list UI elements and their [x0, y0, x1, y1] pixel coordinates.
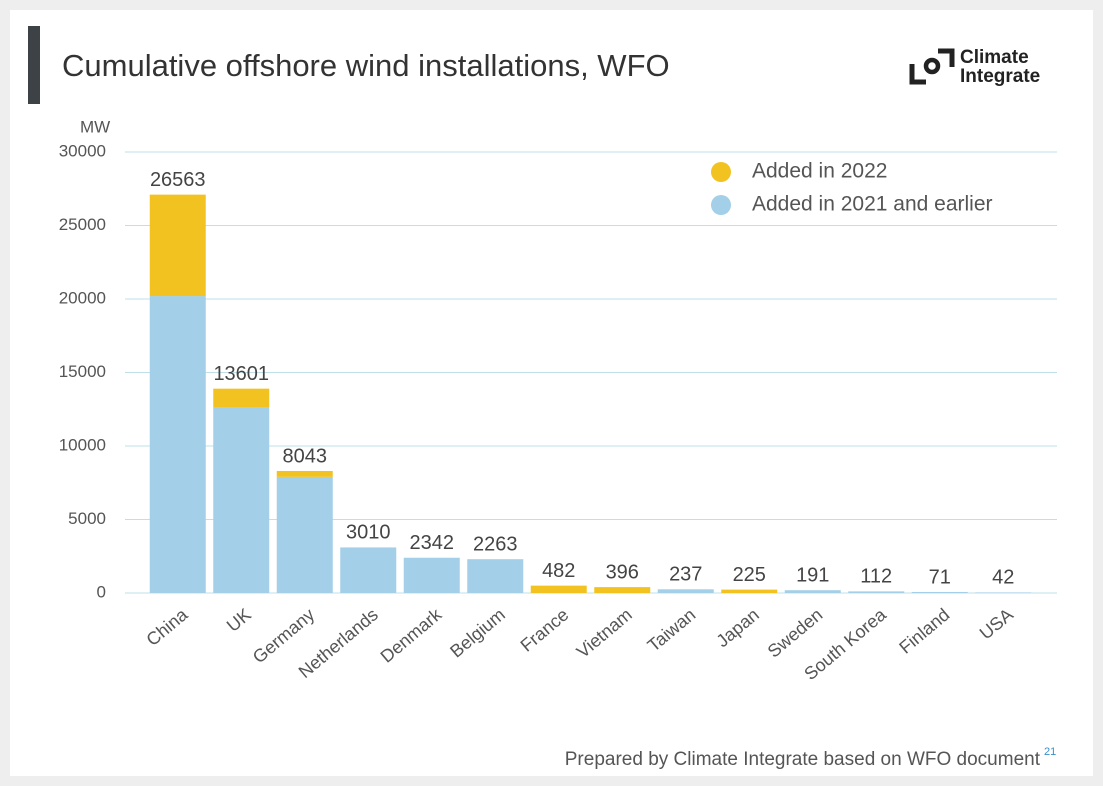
logo-text: Climate [960, 47, 1029, 68]
bar-segment [784, 590, 841, 593]
total-label: 225 [733, 564, 766, 586]
total-label: 2263 [473, 533, 518, 555]
bar-segment [213, 388, 270, 408]
total-label: 482 [542, 560, 575, 582]
bar-segment [911, 591, 968, 593]
y-tick-label: 0 [97, 582, 106, 601]
bar-segment [340, 547, 397, 593]
logo-text: Integrate [960, 66, 1040, 87]
bar-segment [403, 557, 460, 593]
source-note: Prepared by Climate Integrate based on W… [565, 749, 1041, 770]
y-tick-label: 20000 [59, 288, 106, 307]
bar-segment [848, 591, 905, 593]
bar-segment [149, 194, 206, 297]
total-label: 42 [992, 567, 1014, 589]
legend-label: Added in 2021 and earlier [752, 193, 993, 216]
y-tick-label: 25000 [59, 215, 106, 234]
y-tick-label: 10000 [59, 435, 106, 454]
total-label: 26563 [150, 169, 206, 191]
bar-segment [276, 470, 333, 477]
legend-swatch [711, 195, 731, 215]
legend-label: Added in 2022 [752, 160, 887, 183]
source-ref: 21 [1044, 746, 1056, 758]
y-tick-label: 15000 [59, 362, 106, 381]
y-tick-label: 30000 [59, 141, 106, 160]
logo-dot [923, 57, 941, 75]
total-label: 2342 [410, 532, 455, 554]
total-label: 8043 [283, 445, 328, 467]
bar-segment [657, 589, 714, 593]
bar-segment [149, 296, 206, 593]
bar-segment [975, 592, 1032, 593]
legend-swatch [711, 162, 731, 182]
total-label: 191 [796, 564, 829, 586]
y-unit-label: MW [80, 117, 110, 136]
logo-corner [938, 48, 955, 67]
y-tick-label: 5000 [68, 509, 106, 528]
bar-segment [721, 589, 778, 593]
total-label: 237 [669, 564, 702, 586]
total-label: 3010 [346, 522, 391, 544]
total-label: 71 [929, 566, 951, 588]
total-label: 396 [606, 561, 639, 583]
bar-segment [467, 559, 524, 593]
total-label: 112 [860, 566, 892, 588]
bar-segment [530, 585, 587, 593]
chart-title: Cumulative offshore wind installations, … [62, 48, 670, 83]
bar-segment [594, 587, 651, 593]
bar-segment [276, 476, 333, 593]
logo-icon [909, 48, 955, 85]
title-accent [28, 26, 40, 104]
total-label: 13601 [213, 363, 269, 385]
logo-corner [909, 64, 926, 85]
bar-segment [213, 407, 270, 593]
